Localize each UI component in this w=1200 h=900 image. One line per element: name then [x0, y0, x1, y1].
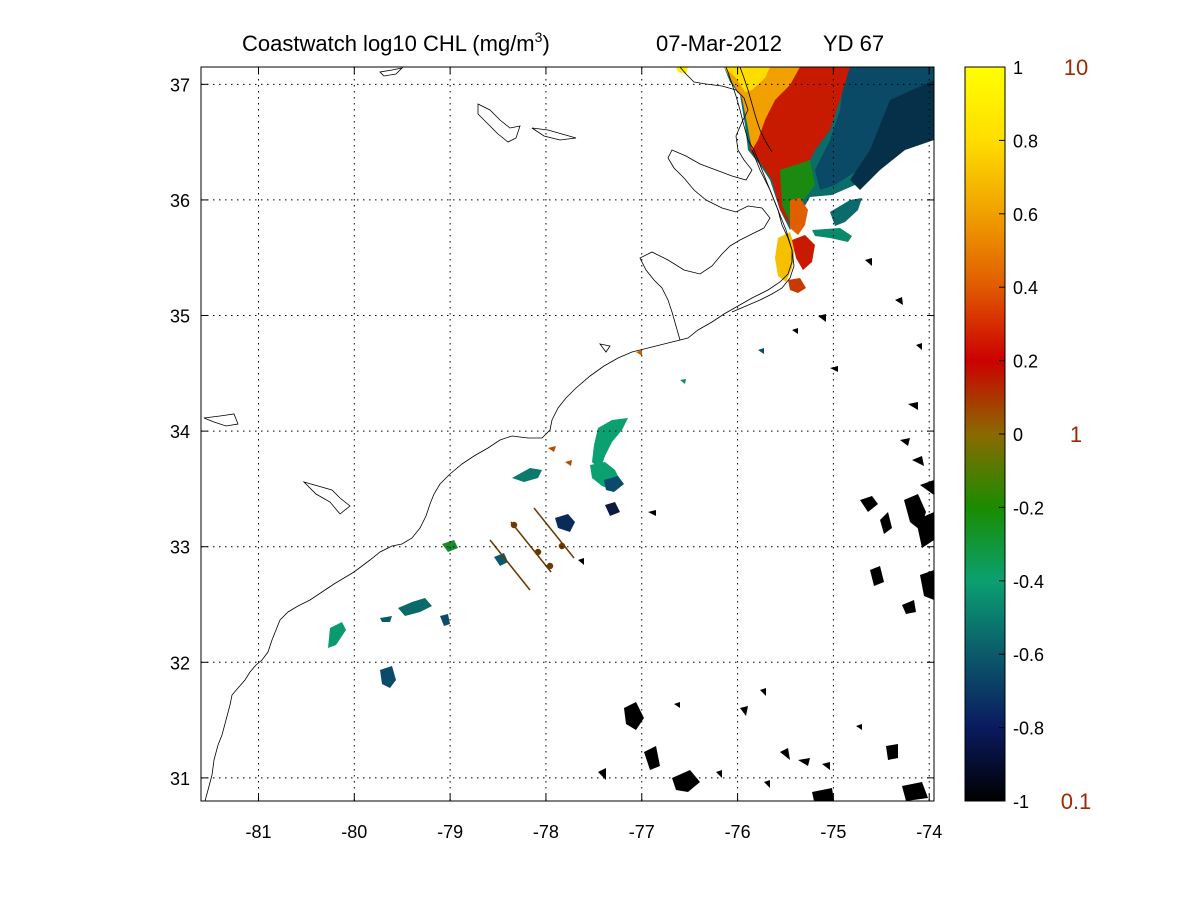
inland-lake-4 — [599, 343, 611, 353]
concentration-label: 1 — [1070, 422, 1082, 447]
map-yearday: YD 67 — [823, 31, 884, 56]
inland-lake-2 — [203, 413, 239, 427]
x-tick-label: -77 — [629, 822, 655, 842]
y-tick-label: 35 — [170, 307, 190, 327]
colorbar-tick-label: -0.8 — [1013, 719, 1044, 739]
chlorophyll-data-layer — [203, 67, 934, 801]
small-black-dot-2 — [792, 328, 798, 334]
y-tick-label: 37 — [170, 75, 190, 95]
sc-teal-patch — [398, 598, 432, 616]
ga-blue-patch — [380, 666, 396, 688]
map-grid — [201, 67, 934, 801]
hatteras-red-patch — [792, 235, 815, 270]
charleston-green-patch — [442, 540, 458, 552]
inland-river-2 — [531, 127, 577, 141]
inland-lake-3 — [302, 481, 351, 515]
pamlico-orange-patch — [790, 198, 808, 235]
colorbar-tick-label: 0.6 — [1013, 205, 1038, 225]
colorbar — [965, 67, 1005, 801]
longitude-tick-labels: -81 -80 -79 -78 -77 -76 -75 -74 — [245, 822, 942, 842]
x-tick-label: -75 — [820, 822, 846, 842]
ga-green-patch — [328, 622, 346, 648]
deep-blue-patch-2 — [605, 502, 620, 516]
x-tick-label: -79 — [437, 822, 463, 842]
long-bay-teal-patch — [512, 468, 542, 482]
concentration-label: 0.1 — [1061, 789, 1092, 814]
concentration-labels: 10 1 0.1 — [1061, 55, 1092, 814]
colorbar-tick-label: 1 — [1013, 58, 1023, 78]
x-tick-label: -74 — [916, 822, 942, 842]
colorbar-tick-label: 0.2 — [1013, 352, 1038, 372]
colorbar-tick-labels: 1 0.8 0.6 0.4 0.2 0 -0.2 -0.4 -0.6 -0.8 -1 — [999, 58, 1044, 812]
colorbar-tick-label: 0.4 — [1013, 278, 1038, 298]
map-title: Coastwatch log10 CHL (mg/m3) — [242, 29, 550, 56]
y-tick-label: 31 — [170, 769, 190, 789]
nearshore-yellow-band — [724, 67, 770, 92]
small-brown-dot-2 — [548, 446, 556, 452]
y-tick-label: 32 — [170, 653, 190, 673]
sc-blue-small — [440, 614, 450, 626]
small-black-dot-4 — [578, 558, 584, 565]
barrier-islands — [731, 149, 795, 313]
chesapeake-shore — [739, 67, 773, 153]
x-tick-label: -76 — [725, 822, 751, 842]
x-tick-label: -78 — [533, 822, 559, 842]
latitude-tick-labels: 31 32 33 34 35 36 37 — [170, 75, 190, 789]
sc-teal-small — [380, 616, 392, 622]
colorbar-tick-label: 0 — [1013, 425, 1023, 445]
y-tick-label: 34 — [170, 422, 190, 442]
colorbar-tick-label: -0.2 — [1013, 498, 1044, 518]
x-tick-label: -80 — [341, 822, 367, 842]
hatteras-red-small — [788, 278, 806, 293]
deep-blue-patch-1 — [555, 514, 575, 532]
outer-teal-patch-1 — [830, 198, 862, 226]
nearshore-green-band — [780, 160, 815, 222]
charleston-teal-patch — [494, 553, 508, 566]
colorbar-tick-label: 0.8 — [1013, 131, 1038, 151]
small-blue-dot — [758, 348, 764, 354]
offshore-darkblue-band — [850, 80, 934, 190]
small-orange-dot — [636, 350, 642, 356]
y-tick-label: 33 — [170, 538, 190, 558]
y-tick-label: 36 — [170, 191, 190, 211]
colorbar-tick-label: -1 — [1013, 792, 1029, 812]
small-teal-dot — [680, 379, 686, 384]
small-black-dot-3 — [648, 510, 656, 516]
onslow-blue-patch — [604, 476, 624, 492]
x-tick-label: -81 — [245, 822, 271, 842]
colorbar-tick-label: -0.6 — [1013, 645, 1044, 665]
map-date: 07-Mar-2012 — [656, 31, 782, 56]
outer-teal-patch-2 — [812, 228, 852, 242]
low-chl-pixels — [598, 258, 934, 801]
small-brown-dot — [565, 460, 572, 466]
title-text: Coastwatch log10 CHL (mg/m — [242, 31, 535, 56]
title-close: ) — [542, 31, 549, 56]
map-frame — [200, 66, 935, 802]
title-superscript: 3 — [535, 29, 543, 45]
colorbar-tick-label: -0.4 — [1013, 572, 1044, 592]
inland-river-1 — [477, 103, 521, 143]
onslow-green-patch — [592, 418, 628, 470]
inland-lake-1 — [379, 67, 404, 77]
concentration-label: 10 — [1064, 55, 1088, 80]
